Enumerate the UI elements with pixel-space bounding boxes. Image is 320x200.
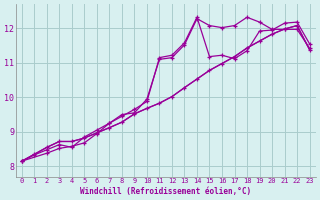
X-axis label: Windchill (Refroidissement éolien,°C): Windchill (Refroidissement éolien,°C): [80, 187, 251, 196]
